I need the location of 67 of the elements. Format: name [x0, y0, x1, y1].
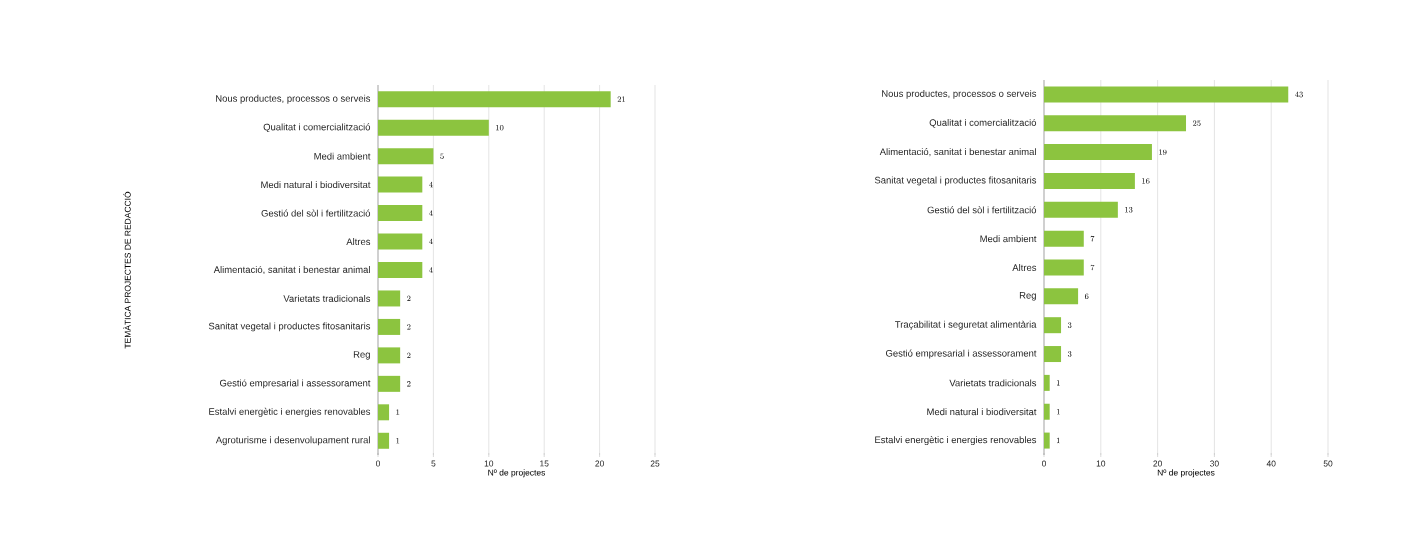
y-tick-label: Nous productes, processos o serveis: [216, 94, 371, 104]
y-tick-label: Gestió empresarial i assessorament: [885, 349, 1037, 359]
y-tick-label: Sanitat vegetal i productes fitosanitaris: [208, 322, 371, 332]
y-tick-label: Alimentació, sanitat i benestar animal: [879, 148, 1036, 157]
y-tick-label: Nous productes, processos o serveis: [882, 90, 1037, 99]
y-tick-label: Gestió del sòl i fertilització: [261, 209, 371, 217]
y-tick-label: Varietats tradicionals: [283, 294, 371, 302]
x-axis-title: Nº de projectes: [1157, 469, 1215, 478]
bar: [1044, 317, 1062, 334]
bar: [1044, 144, 1152, 161]
y-tick-label: Medi ambient: [980, 235, 1037, 243]
bar: [1044, 86, 1289, 103]
y-tick-label: Qualitat i comercialització: [263, 123, 371, 133]
x-tick-label: 10: [484, 460, 494, 467]
y-tick-label: Gestió del sòl i fertilització: [927, 206, 1037, 214]
x-tick-label: 20: [1153, 460, 1162, 467]
bar: [378, 119, 489, 136]
bar: [1044, 115, 1187, 132]
y-tick-label: Medi natural i biodiversitat: [261, 181, 371, 189]
x-tick-label: 30: [1210, 460, 1219, 467]
y-tick-label: Gestió empresarial i assessorament: [219, 379, 371, 389]
x-axis-title: Nº de projectes: [488, 469, 546, 478]
bar: [1044, 403, 1050, 420]
x-tick-label: 0: [1041, 460, 1047, 467]
bar: [1044, 288, 1079, 305]
x-tick-label: 15: [540, 460, 549, 467]
bar: [1044, 201, 1118, 218]
bar: [378, 176, 423, 193]
y-tick-label: Alimentació, sanitat i benestar animal: [213, 265, 370, 275]
y-tick-label: Estalvi energètic i energies renovables: [875, 436, 1037, 446]
bar: [1044, 374, 1050, 391]
y-tick-label: Qualitat i comercialització: [929, 118, 1037, 128]
bar: [378, 404, 390, 421]
bar: [378, 290, 401, 307]
bar: [378, 233, 423, 250]
bar: [1044, 432, 1050, 449]
bar: [1044, 259, 1084, 276]
bar: [378, 205, 423, 222]
bar: [1044, 230, 1084, 247]
bar: [1044, 346, 1062, 363]
bar: [378, 375, 401, 392]
y-tick-label: Traçabilitat i seguretat alimentària: [895, 320, 1037, 330]
bar: [1044, 172, 1135, 189]
y-tick-label: Varietats tradicionals: [949, 379, 1037, 387]
x-tick-label: 40: [1266, 460, 1276, 467]
y-tick-label: Reg: [353, 351, 370, 360]
bar: [378, 91, 611, 108]
x-tick-label: 25: [650, 460, 660, 467]
y-tick-label: Estalvi energètic i energies renovables: [209, 407, 371, 417]
bar: [378, 148, 434, 165]
y-tick-label: Altres: [1012, 264, 1037, 271]
bar: [378, 318, 401, 335]
x-tick-label: 20: [595, 460, 604, 467]
y-tick-label: Altres: [346, 238, 371, 246]
y-axis-title: TEMÀTICA PROJECTES DE REDACCIÓ: [123, 191, 131, 349]
y-tick-label: Medi ambient: [314, 152, 371, 160]
x-tick-label: 0: [375, 460, 381, 467]
y-tick-label: Reg: [1019, 292, 1036, 301]
y-tick-label: Sanitat vegetal i productes fitosanitaris: [874, 176, 1037, 186]
x-tick-label: 50: [1323, 460, 1333, 467]
y-tick-label: Agroturisme i desenvolupament rural: [215, 436, 370, 446]
x-tick-label: 5: [431, 460, 436, 467]
bar: [378, 262, 423, 278]
bar: [378, 432, 390, 449]
x-tick-label: 10: [1096, 460, 1106, 467]
y-tick-label: Medi natural i biodiversitat: [927, 408, 1037, 416]
bar: [378, 347, 401, 364]
